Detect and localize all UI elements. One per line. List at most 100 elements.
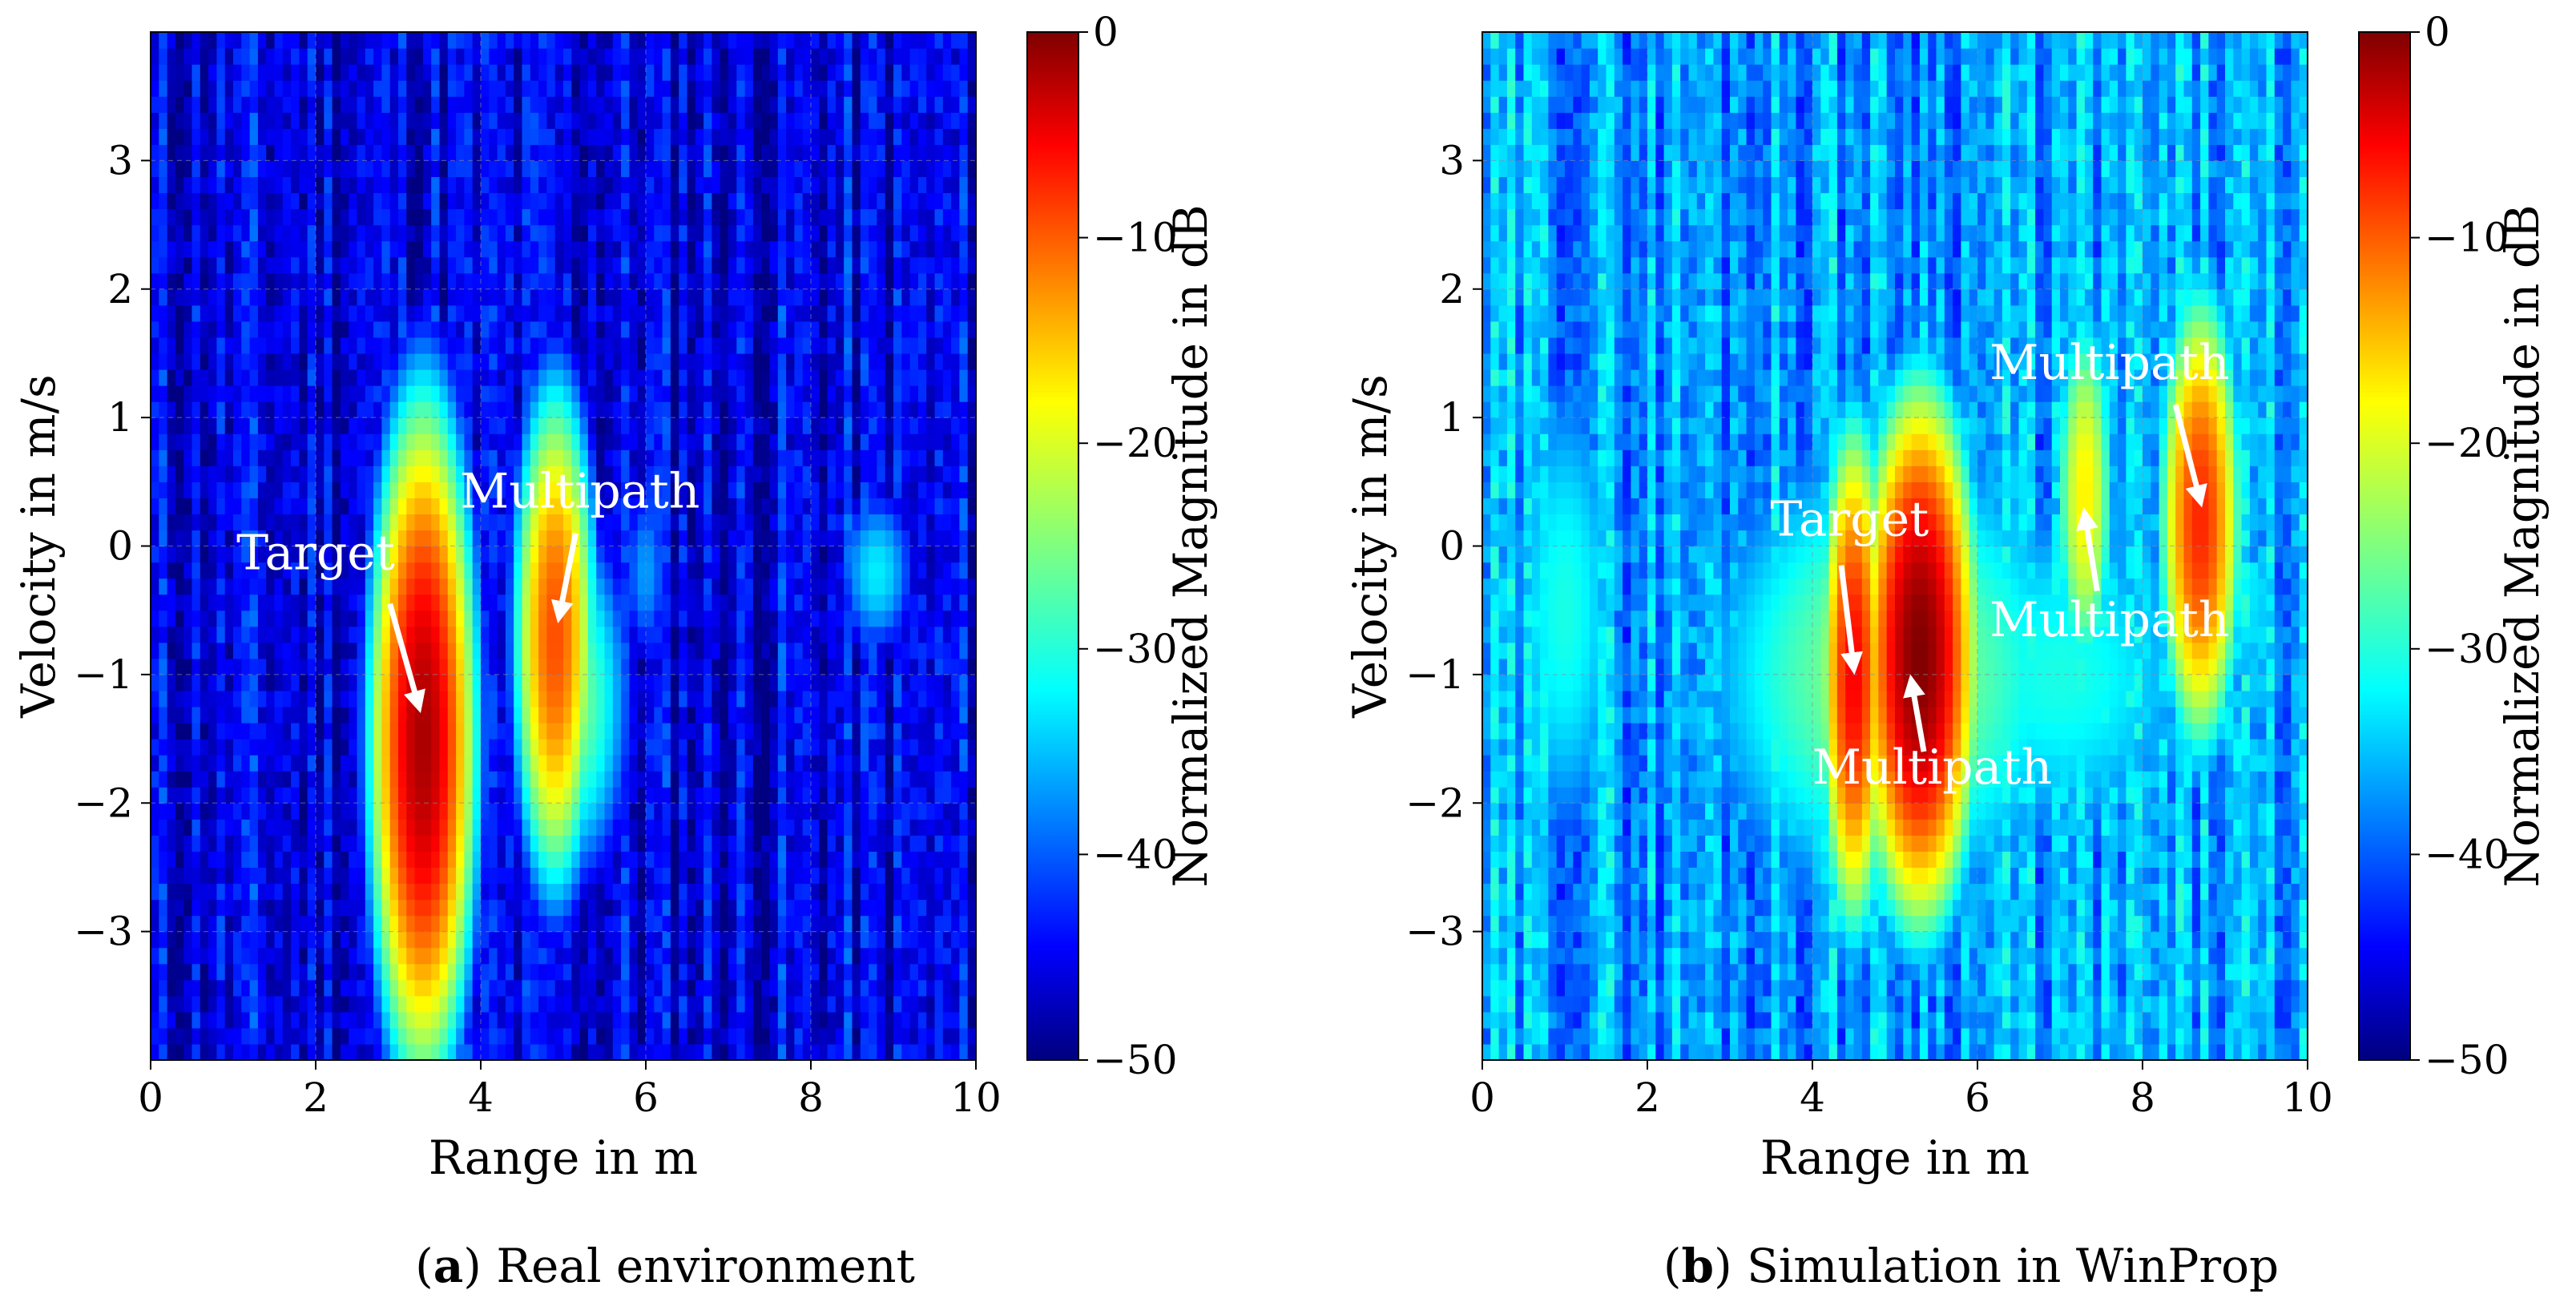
heatmap-cell: [505, 64, 514, 81]
heatmap-cell: [233, 803, 242, 820]
heatmap-cell: [299, 128, 308, 145]
heatmap-cell: [307, 369, 316, 386]
heatmap-cell: [447, 578, 457, 595]
heatmap-cell: [786, 658, 795, 675]
heatmap-cell: [398, 947, 407, 965]
heatmap-cell: [720, 578, 729, 595]
heatmap-cell: [224, 658, 234, 675]
heatmap-cell: [414, 353, 424, 370]
heatmap-cell: [307, 690, 316, 707]
heatmap-cell: [736, 931, 746, 949]
heatmap-cell: [472, 642, 482, 659]
heatmap-cell: [224, 337, 234, 354]
heatmap-cell: [249, 240, 259, 258]
heatmap-cell: [431, 578, 441, 595]
heatmap-cell: [621, 995, 630, 1013]
heatmap-cell: [340, 514, 349, 531]
heatmap-cell: [604, 482, 614, 498]
heatmap-cell: [398, 578, 407, 595]
heatmap-cell: [670, 979, 679, 997]
heatmap-cell: [167, 337, 176, 354]
heatmap-cell: [736, 963, 746, 981]
heatmap-cell: [191, 867, 201, 885]
heatmap-cell: [596, 931, 606, 949]
heatmap-cell: [554, 755, 564, 772]
heatmap-cell: [761, 48, 771, 65]
heatmap-cell: [712, 224, 721, 242]
heatmap-cell: [381, 1011, 391, 1029]
heatmap-cell: [191, 578, 201, 595]
heatmap-cell: [191, 626, 201, 643]
heatmap-cell: [481, 208, 490, 226]
heatmap-cell: [679, 626, 688, 643]
heatmap-cell: [571, 979, 581, 997]
heatmap-cell: [522, 899, 531, 917]
heatmap-cell: [324, 610, 333, 627]
heatmap-cell: [266, 272, 276, 290]
heatmap-cell: [208, 723, 217, 740]
heatmap-cell: [769, 1011, 779, 1029]
heatmap-cell: [744, 96, 754, 113]
heatmap-cell: [316, 449, 325, 466]
heatmap-cell: [151, 787, 159, 804]
heatmap-cell: [316, 1027, 325, 1045]
heatmap-cell: [431, 995, 441, 1013]
heatmap-cell: [629, 546, 639, 563]
heatmap-cell: [514, 337, 523, 354]
heatmap-cell: [422, 208, 432, 226]
heatmap-cell: [464, 337, 474, 354]
heatmap-cell: [257, 562, 267, 579]
heatmap-cell: [357, 803, 366, 820]
heatmap-cell: [241, 546, 251, 563]
heatmap-cell: [687, 128, 696, 145]
heatmap-cell: [571, 642, 581, 659]
heatmap-cell: [398, 674, 407, 691]
heatmap-cell: [670, 369, 679, 386]
heatmap-cell: [249, 337, 259, 354]
heatmap-cell: [736, 256, 746, 274]
heatmap-cell: [406, 723, 416, 740]
heatmap-cell: [769, 530, 779, 547]
heatmap-cell: [505, 320, 514, 338]
heatmap-cell: [167, 64, 176, 81]
heatmap-cell: [373, 112, 382, 129]
heatmap-cell: [257, 755, 267, 772]
heatmap-cell: [175, 96, 184, 113]
heatmap-cell: [233, 706, 242, 724]
heatmap-cell: [679, 835, 688, 852]
heatmap-cell: [373, 658, 382, 675]
heatmap-cell: [357, 128, 366, 145]
heatmap-cell: [728, 610, 737, 627]
heatmap-cell: [522, 851, 531, 869]
heatmap-cell: [637, 433, 647, 450]
heatmap-cell: [365, 915, 374, 933]
heatmap-cell: [579, 931, 589, 949]
heatmap-cell: [629, 48, 639, 65]
heatmap-cell: [596, 899, 606, 917]
heatmap-cell: [538, 771, 547, 788]
heatmap-cell: [200, 915, 209, 933]
heatmap-cell: [522, 1043, 531, 1061]
heatmap-cell: [646, 995, 655, 1013]
heatmap-cell: [282, 128, 292, 145]
heatmap-cell: [274, 80, 284, 97]
heatmap-cell: [752, 272, 762, 290]
heatmap-cell: [200, 610, 209, 627]
heatmap-cell: [398, 1011, 407, 1029]
heatmap-cell: [365, 208, 374, 226]
heatmap-cell: [571, 723, 581, 740]
heatmap-cell: [167, 578, 176, 595]
heatmap-cell: [612, 240, 622, 258]
heatmap-cell: [439, 288, 449, 306]
heatmap-cell: [447, 304, 457, 322]
heatmap-cell: [744, 401, 754, 418]
heatmap-cell: [744, 835, 754, 852]
heatmap-cell: [282, 288, 292, 306]
heatmap-cell: [679, 80, 688, 97]
heatmap-cell: [167, 867, 176, 885]
heatmap-cell: [266, 771, 276, 788]
heatmap-cell: [257, 1011, 267, 1029]
heatmap-cell: [208, 995, 217, 1013]
heatmap-cell: [662, 48, 671, 65]
heatmap-cell: [505, 546, 514, 563]
